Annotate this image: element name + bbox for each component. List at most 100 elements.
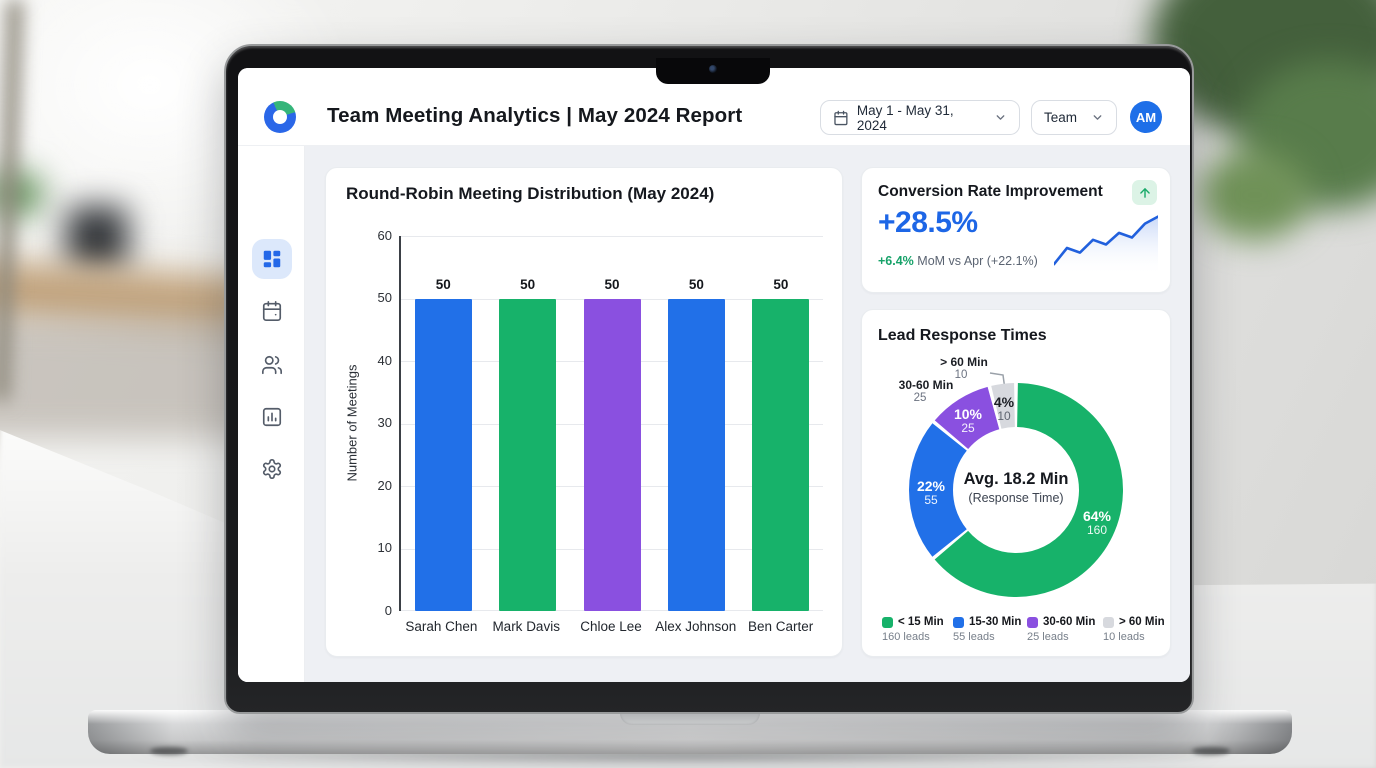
slice-count: 25 — [961, 421, 975, 436]
card-title: Conversion Rate Improvement — [878, 183, 1103, 200]
slice-label-gt60: 4% 10 — [974, 394, 1034, 424]
sidebar-item-team[interactable] — [252, 345, 292, 385]
gear-icon — [262, 459, 282, 479]
y-tick: 20 — [377, 478, 392, 493]
bar-row: 50 50 50 50 50 — [401, 236, 823, 611]
y-tick: 40 — [377, 353, 392, 368]
card-title: Lead Response Times — [878, 327, 1047, 344]
bar — [499, 298, 557, 611]
legend-swatch — [953, 616, 964, 628]
team-dropdown[interactable]: Team — [1031, 100, 1117, 135]
y-tick: 50 — [377, 290, 392, 305]
pen-holder — [66, 206, 128, 272]
y-tick: 60 — [377, 228, 392, 243]
donut-center-value: Avg. 18.2 Min — [963, 470, 1069, 488]
bar — [752, 298, 810, 611]
display-notch — [656, 58, 770, 84]
slice-label-3060: 10% 25 — [938, 406, 998, 436]
legend-item: < 15 Min 160 leads — [882, 616, 944, 643]
laptop-foot-left — [150, 747, 188, 755]
sidebar-item-dashboard[interactable] — [252, 239, 292, 279]
laptop-base — [88, 710, 1292, 755]
x-category-label: Mark Davis — [492, 619, 560, 634]
slice-label-1530: 22% 55 — [901, 478, 961, 508]
sidebar-item-settings[interactable] — [252, 449, 292, 489]
sidebar-item-calendar[interactable] — [252, 291, 292, 331]
bar-column: 50 — [739, 236, 823, 611]
donut-arcs — [909, 383, 1123, 597]
slice-pct: 64% — [1082, 508, 1112, 524]
sidebar-item-reports[interactable] — [252, 397, 292, 437]
slice-count: 55 — [924, 493, 938, 508]
lead-response-card: Lead Response Times > 60 Min 10 30-60 Mi… — [861, 309, 1171, 657]
conversion-value: +28.5% — [878, 206, 978, 239]
legend-label: 15-30 Min — [969, 616, 1022, 628]
chevron-down-icon — [996, 115, 1005, 120]
bar-value-label: 50 — [604, 276, 620, 292]
donut-center: Avg. 18.2 Min (Response Time) — [936, 470, 1096, 505]
bar-column: 50 — [570, 236, 654, 611]
x-axis-labels: Sarah Chen Mark Davis Chloe Lee Alex Joh… — [399, 619, 823, 634]
legend-swatch — [882, 616, 893, 628]
bar — [414, 298, 472, 611]
plot-area: 50 50 50 50 50 — [399, 236, 823, 611]
bar-value-label: 50 — [520, 276, 536, 292]
meeting-distribution-card: Round-Robin Meeting Distribution (May 20… — [325, 167, 843, 657]
page-title: Team Meeting Analytics | May 2024 Report — [327, 104, 743, 127]
legend-item: 30-60 Min 25 leads — [1027, 616, 1095, 643]
brand-logo — [264, 101, 296, 133]
card-title: Round-Robin Meeting Distribution (May 20… — [346, 184, 715, 203]
y-tick: 30 — [377, 415, 392, 430]
legend-label: 30-60 Min — [1043, 616, 1096, 628]
x-category-label: Chloe Lee — [580, 619, 642, 634]
y-tick: 0 — [384, 603, 392, 618]
date-range-button[interactable]: May 1 - May 31, 2024 — [820, 100, 1020, 135]
calendar-icon — [262, 301, 282, 321]
app-main: Round-Robin Meeting Distribution (May 20… — [305, 146, 1190, 682]
slice-label-lt15: 64% 160 — [1067, 508, 1127, 538]
avatar[interactable]: AM — [1130, 101, 1162, 133]
bar-column: 50 — [485, 236, 569, 611]
legend-swatch — [1027, 616, 1038, 628]
legend-label: < 15 Min — [898, 616, 944, 628]
legend-item: 15-30 Min 55 leads — [953, 616, 1021, 643]
slice-count: 160 — [1086, 523, 1108, 538]
laptop-foot-right — [1192, 747, 1230, 755]
date-range-label: May 1 - May 31, 2024 — [856, 102, 954, 133]
laptop-screen: Team Meeting Analytics | May 2024 Report… — [238, 68, 1190, 682]
bar-column: 50 — [401, 236, 485, 611]
x-category-label: Ben Carter — [747, 619, 814, 634]
conversion-delta: +6.4% — [878, 254, 914, 268]
legend-sublabel: 160 leads — [882, 631, 930, 643]
chevron-down-icon — [1093, 115, 1102, 120]
callout-gt60-count: 10 — [954, 369, 968, 381]
callout-gt60-label: > 60 Min — [940, 355, 988, 369]
bar-chart-icon — [262, 407, 282, 427]
conversion-rate-card: Conversion Rate Improvement +28.5% +6.4%… — [861, 167, 1171, 293]
conversion-subtext: +6.4% MoM vs Apr (+22.1%) — [878, 254, 1038, 268]
arrow-up-icon — [1139, 187, 1150, 198]
bar — [583, 298, 641, 611]
team-dropdown-label: Team — [1044, 110, 1078, 125]
legend-sublabel: 55 leads — [953, 631, 995, 643]
app-body: Round-Robin Meeting Distribution (May 20… — [238, 146, 1190, 682]
legend-item: > 60 Min 10 leads — [1103, 616, 1165, 643]
bar-column: 50 — [654, 236, 738, 611]
legend-label: > 60 Min — [1119, 616, 1165, 628]
y-tick: 10 — [377, 540, 392, 555]
legend-swatch — [1103, 616, 1114, 628]
plant-right-leaves — [1200, 150, 1310, 240]
donut-chart — [909, 383, 1123, 597]
slice-pct: 10% — [953, 406, 983, 422]
sparkline-chart — [1054, 215, 1158, 276]
dashboard-icon — [263, 250, 281, 268]
trend-badge — [1132, 180, 1157, 205]
slice-count: 10 — [997, 409, 1011, 424]
calendar-icon — [834, 110, 848, 125]
conversion-context: MoM vs Apr (+22.1%) — [917, 254, 1038, 268]
callout-3060-label: 30-60 Min — [898, 378, 954, 392]
bar-value-label: 50 — [435, 276, 451, 292]
slice-pct: 4% — [993, 394, 1015, 410]
callout-3060-count: 25 — [913, 392, 927, 404]
legend-sublabel: 10 leads — [1103, 631, 1145, 643]
